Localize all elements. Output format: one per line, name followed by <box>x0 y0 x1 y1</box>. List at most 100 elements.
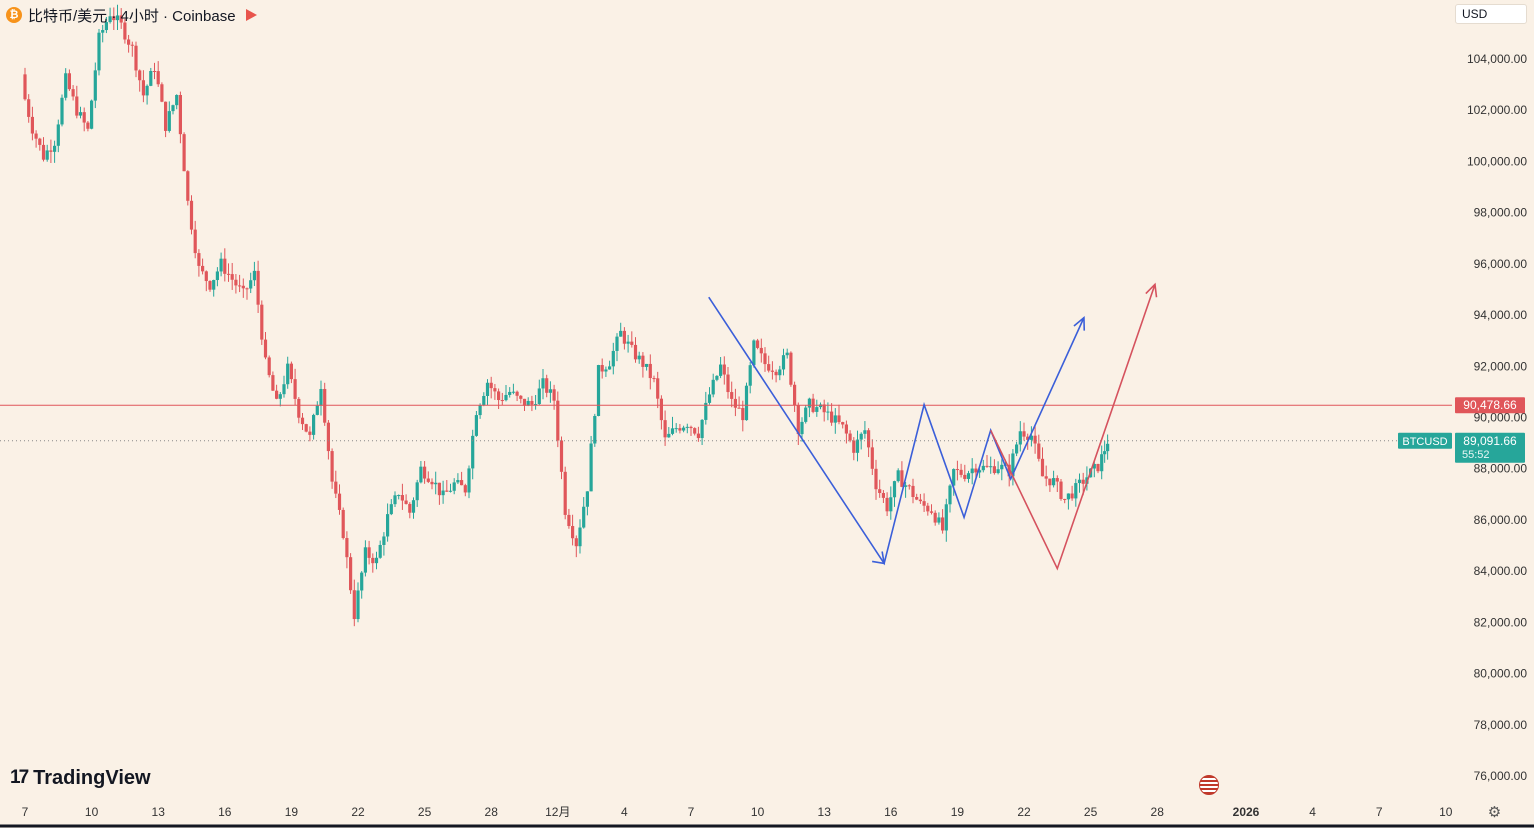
candle <box>511 383 515 395</box>
candle <box>534 394 538 410</box>
candle <box>452 478 456 495</box>
candle <box>737 396 741 409</box>
gear-icon[interactable]: ⚙ <box>1487 803 1502 821</box>
candle <box>467 465 471 499</box>
candle <box>415 479 419 507</box>
candle <box>215 267 219 287</box>
x-tick-label: 25 <box>418 805 432 819</box>
candle <box>393 491 397 508</box>
candle <box>1077 473 1082 493</box>
x-tick-label: 2026 <box>1233 805 1260 819</box>
y-tick-label: 102,000.00 <box>1467 103 1527 117</box>
candle <box>689 425 693 437</box>
candle <box>926 502 930 516</box>
bar-countdown: 55:52 <box>1462 449 1490 461</box>
candle <box>641 352 645 378</box>
candle <box>907 484 911 490</box>
candle <box>1040 447 1045 477</box>
symbol-header[interactable]: ₿ 比特币/美元 · 4小时 · Coinbase <box>6 5 257 25</box>
candle <box>156 61 160 87</box>
candle <box>645 363 649 371</box>
candle <box>915 493 919 501</box>
candle <box>204 270 208 292</box>
candle <box>874 459 878 500</box>
candle <box>885 492 889 517</box>
candle <box>889 486 893 520</box>
candle <box>837 404 841 425</box>
candle <box>175 94 179 110</box>
candle <box>271 371 275 391</box>
tradingview-logo[interactable]: 17 TradingView <box>10 764 151 792</box>
candle <box>67 69 71 91</box>
candle <box>356 582 360 623</box>
candle <box>219 252 223 277</box>
candle <box>715 375 719 382</box>
candle <box>696 426 700 442</box>
candle <box>41 137 46 162</box>
candle <box>341 507 345 540</box>
x-tick-label: 22 <box>1017 805 1031 819</box>
candle <box>685 423 689 434</box>
candle <box>478 403 482 419</box>
candle <box>822 399 826 422</box>
candle <box>722 356 726 385</box>
candle <box>774 369 778 383</box>
us-flag-event-icon[interactable] <box>1199 775 1219 795</box>
candle <box>208 280 212 292</box>
x-tick-label: 7 <box>1376 805 1383 819</box>
candle <box>471 429 475 480</box>
x-tick-label: 19 <box>285 805 299 819</box>
candle <box>552 384 556 410</box>
candle <box>474 411 478 437</box>
candle <box>578 519 582 554</box>
y-tick-label: 94,000.00 <box>1474 308 1528 322</box>
symbol-title[interactable]: 比特币/美元 · 4小时 · Coinbase <box>28 7 236 25</box>
x-tick-label: 10 <box>1439 805 1453 819</box>
candle <box>97 28 101 76</box>
candle <box>1074 478 1078 507</box>
candle <box>71 85 75 101</box>
candle <box>363 540 367 577</box>
candle <box>545 374 549 398</box>
horizontal-line-price-tag: 90,478.66 <box>1455 397 1525 414</box>
candle <box>611 342 615 375</box>
candle <box>700 419 704 446</box>
candle <box>23 67 27 101</box>
candle <box>164 101 168 138</box>
y-tick-label: 92,000.00 <box>1474 359 1528 373</box>
candle <box>941 509 945 534</box>
candle <box>419 460 423 484</box>
x-tick-label: 13 <box>818 805 832 819</box>
candle <box>445 480 449 492</box>
candle <box>878 479 882 498</box>
candle <box>678 423 682 434</box>
candle <box>323 382 327 426</box>
candle <box>1070 485 1074 501</box>
candle <box>226 263 231 282</box>
candle <box>489 376 493 399</box>
candle <box>104 17 108 34</box>
time-axis: 7 10 13 16 19 22 25 28 12月 4 7 10 13 16 19 22 25 28 2026 4 7… <box>0 805 1534 828</box>
candle <box>1096 463 1100 474</box>
candle <box>811 393 815 414</box>
candle <box>171 104 175 115</box>
candle <box>585 491 589 516</box>
flag-icon[interactable] <box>245 9 257 21</box>
candle <box>1015 441 1019 457</box>
last-price-symbol: BTCUSD <box>1402 436 1447 448</box>
candle <box>608 360 612 370</box>
currency-selector[interactable]: USD <box>1455 4 1527 24</box>
candle <box>134 41 138 78</box>
candle <box>1103 440 1107 463</box>
candle <box>770 361 774 380</box>
candle <box>497 388 501 410</box>
candle <box>241 278 245 298</box>
candle <box>463 483 467 497</box>
candle <box>252 261 256 287</box>
candle <box>297 397 301 424</box>
candle <box>959 463 963 478</box>
candle <box>389 499 393 516</box>
candle <box>482 392 486 407</box>
